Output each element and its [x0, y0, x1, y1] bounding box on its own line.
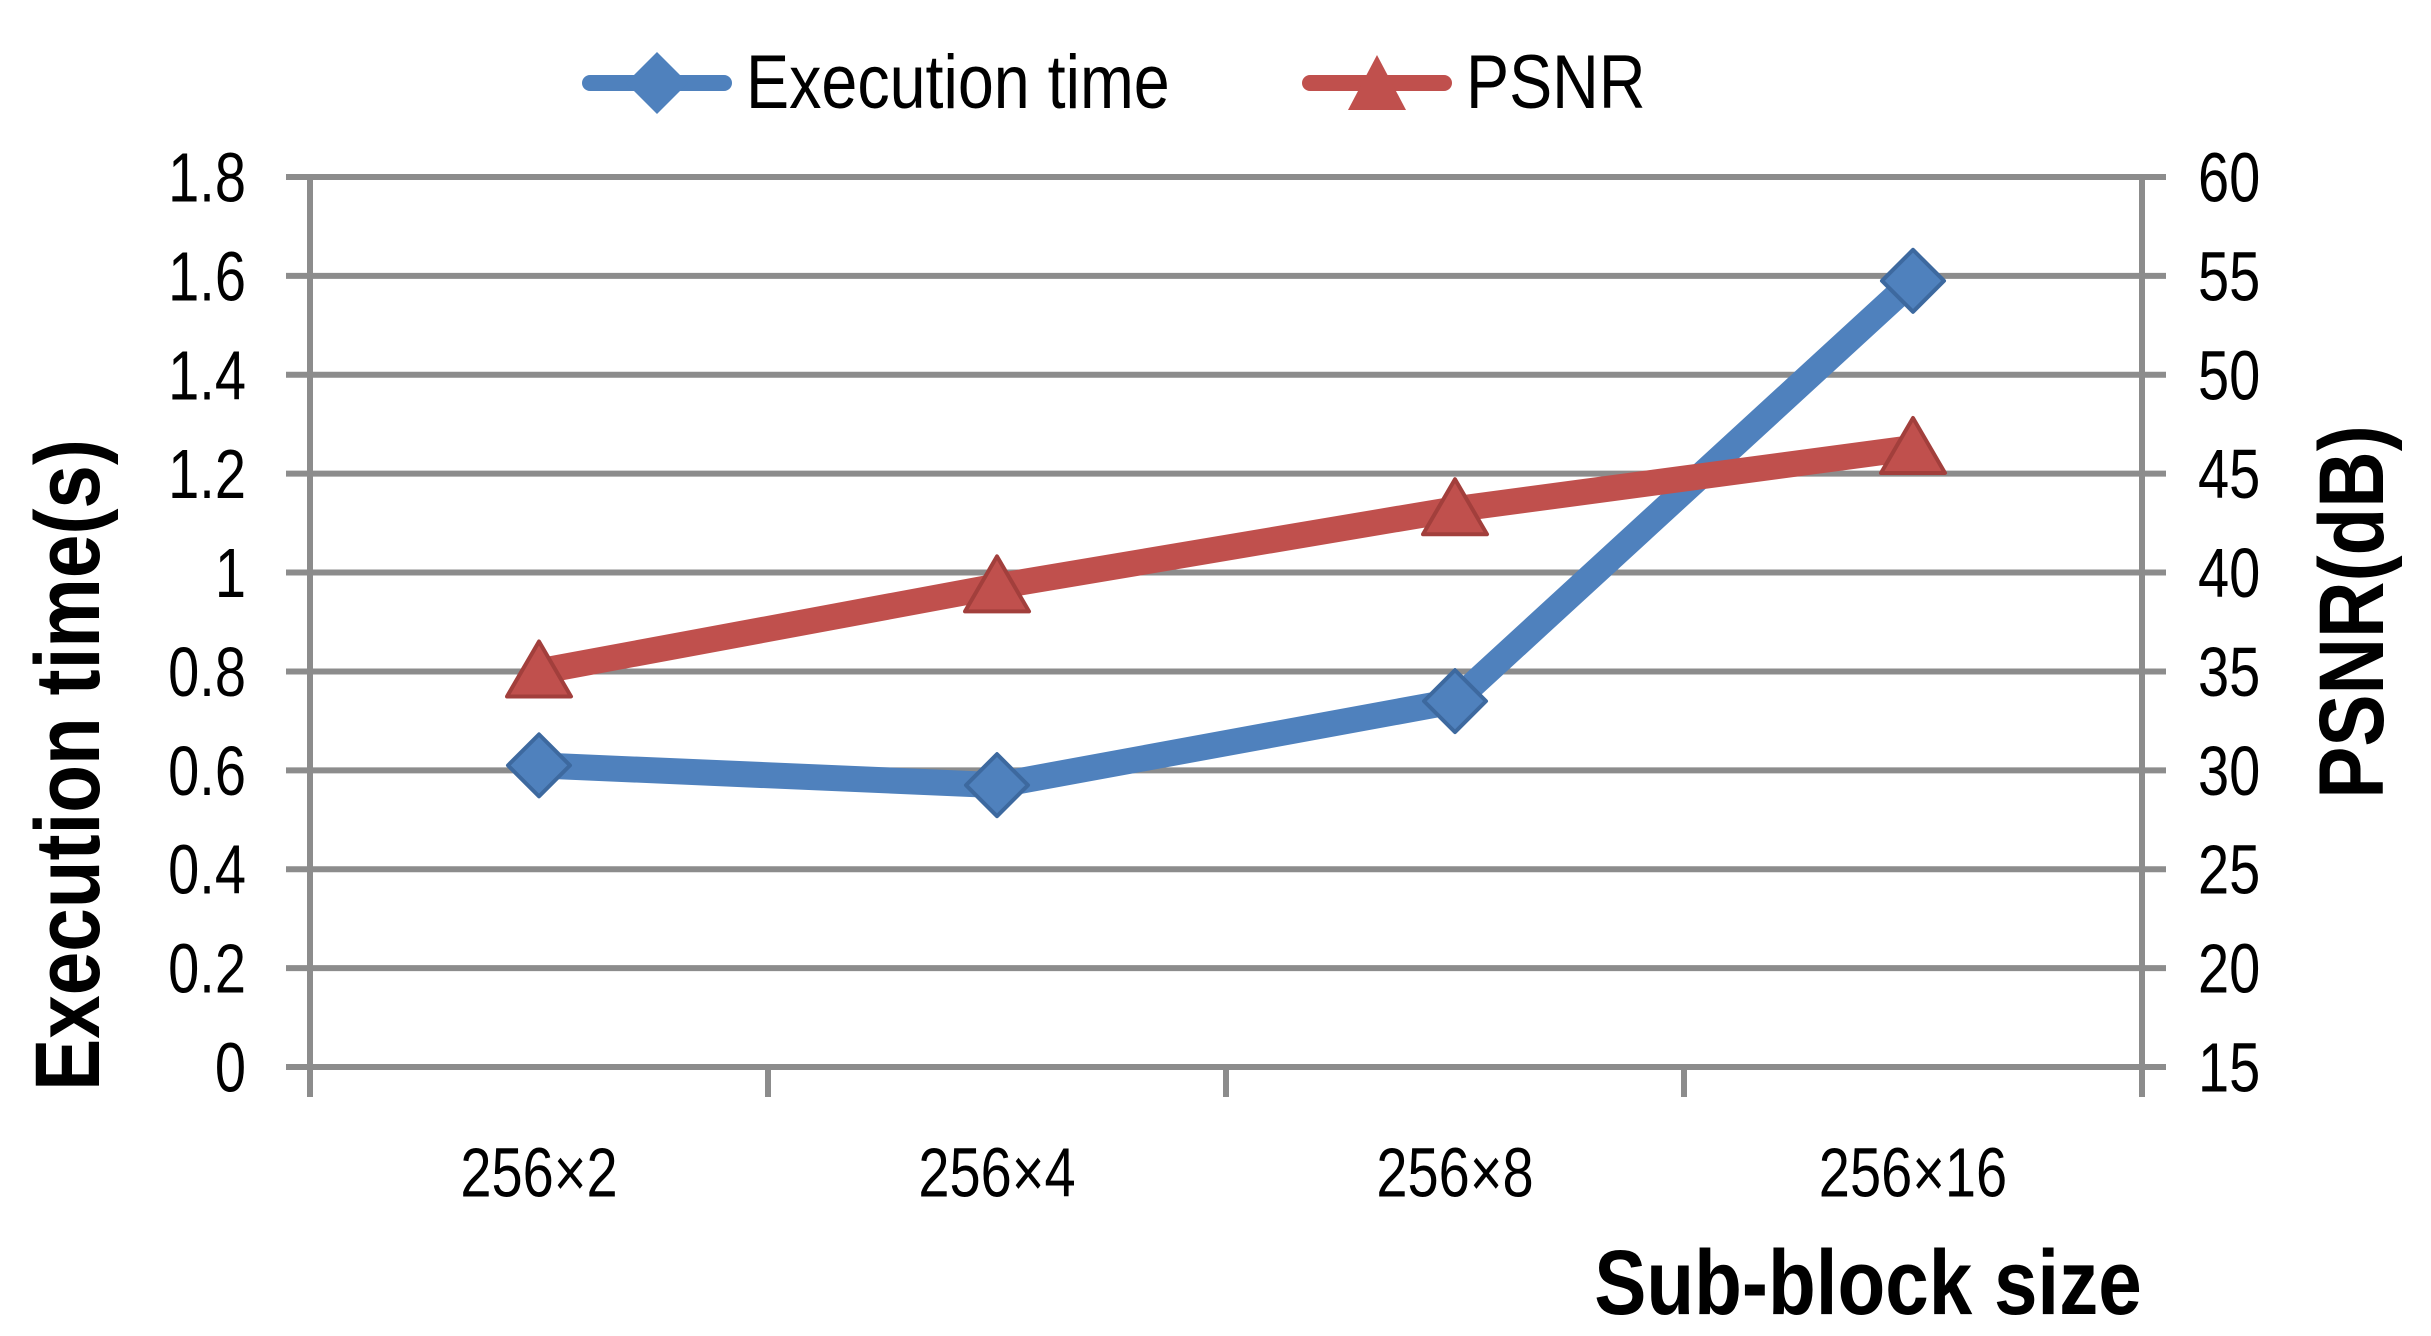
- left-axis-tick-label: 0: [215, 1030, 246, 1107]
- right-axis-tick-label: 50: [2198, 337, 2260, 414]
- x-axis-tick-label: 256×2: [460, 1135, 617, 1212]
- diamond-data-marker: [964, 752, 1030, 819]
- left-axis-tick-label: 1.6: [168, 239, 246, 316]
- diamond-data-marker: [506, 732, 572, 799]
- x-axis-tick-label: 256×8: [1376, 1135, 1533, 1212]
- legend-item-psnr[interactable]: PSNR: [1302, 28, 1677, 138]
- right-axis-tick-label: 15: [2198, 1030, 2260, 1107]
- triangle-data-marker: [505, 639, 573, 699]
- right-axis-tick-label: 35: [2198, 634, 2260, 711]
- series-line-psnr: [526, 434, 1926, 685]
- right-axis-tick-label: 55: [2198, 239, 2260, 316]
- right-axis-tick-label: 30: [2198, 733, 2260, 810]
- legend-label-psnr: PSNR: [1466, 40, 1646, 125]
- triangle-marker-icon: [1348, 55, 1407, 110]
- left-axis-tick-label: 0.6: [168, 733, 246, 810]
- triangle-data-marker: [1421, 477, 1489, 537]
- right-axis-tick-label: 40: [2198, 535, 2260, 612]
- diamond-data-marker: [1422, 668, 1488, 735]
- left-axis-tick-label: 1.4: [168, 337, 246, 414]
- right-axis-tick-label: 20: [2198, 931, 2260, 1008]
- left-axis-tick-label: 1: [215, 535, 246, 612]
- execution-time-legend-marker-icon: [581, 52, 732, 114]
- triangle-data-marker: [963, 554, 1031, 614]
- x-axis-tick-label: 256×16: [1819, 1135, 2007, 1212]
- x-axis-title: Sub-block size: [1594, 1232, 2142, 1334]
- legend-label-execution-time: Execution time: [745, 40, 1170, 125]
- psnr-legend-marker-icon: [1302, 55, 1453, 110]
- diamond-data-marker: [1880, 247, 1946, 314]
- left-axis-tick-label: 1.2: [168, 436, 246, 513]
- left-axis-tick-label: 0.8: [168, 634, 246, 711]
- left-axis-tick-label: 0.2: [168, 931, 246, 1008]
- diamond-marker-icon: [625, 52, 688, 114]
- right-axis-tick-label: 60: [2198, 140, 2260, 217]
- series-line-execution-time: [526, 267, 1926, 799]
- triangle-data-marker: [1879, 415, 1947, 475]
- left-axis-tick-label: 1.8: [168, 140, 246, 217]
- left-axis-tick-label: 0.4: [168, 832, 246, 909]
- x-axis-tick-label: 256×4: [918, 1135, 1075, 1212]
- legend-item-execution-time[interactable]: Execution time: [581, 28, 1244, 138]
- right-axis-tick-label: 25: [2198, 832, 2260, 909]
- left-axis-title: Execution time(s): [17, 439, 119, 1091]
- right-axis-tick-label: 45: [2198, 436, 2260, 513]
- legend: Execution time PSNR: [0, 28, 2345, 138]
- right-axis-title: PSNR(dB): [2301, 425, 2403, 799]
